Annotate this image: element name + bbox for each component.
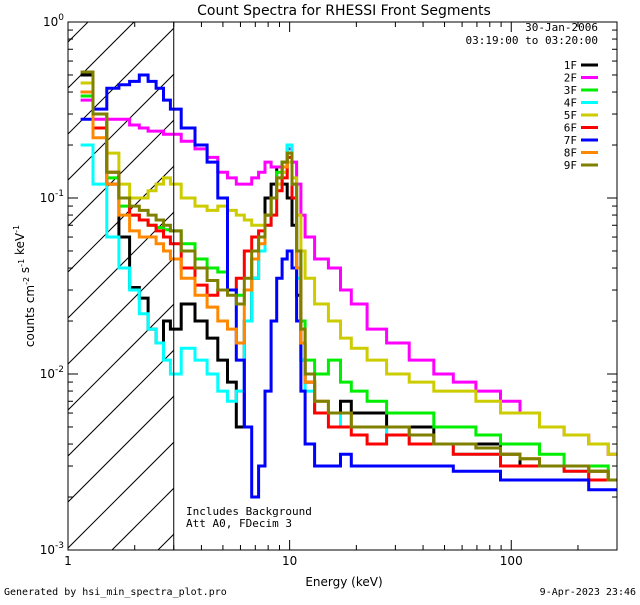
x-tick-label: 100 [500, 554, 523, 568]
date-label: 30-Jan-2006 [525, 21, 598, 34]
annotation-attenuator: Att A0, FDecim 3 [186, 517, 292, 530]
y-axis-label: counts cm-2 s-1 keV-1 [12, 225, 37, 347]
series-line-9F [80, 70, 617, 482]
legend-label-7F: 7F [564, 134, 577, 147]
hatch-line [68, 441, 174, 549]
series-line-7F [80, 73, 617, 499]
hatch-line [68, 211, 174, 319]
series-group [80, 70, 617, 499]
legend-label-9F: 9F [564, 159, 577, 172]
footer-generated-by: Generated by hsi_min_spectra_plot.pro [4, 587, 227, 598]
legend-label-8F: 8F [564, 147, 577, 160]
y-tick-label: 10-2 [40, 365, 64, 381]
hatch-line [68, 27, 174, 135]
legend-label-4F: 4F [564, 97, 577, 110]
footer-timestamp: 9-Apr-2023 23:46 [540, 587, 636, 598]
legend-label-3F: 3F [564, 84, 577, 97]
plot-frame [67, 21, 618, 551]
time-range-label: 03:19:00 to 03:20:00 [466, 34, 598, 47]
hatch-line [68, 22, 135, 89]
chart-title: Count Spectra for RHESSI Front Segments [197, 3, 491, 19]
hatch-line [68, 349, 174, 457]
x-tick-label: 1 [64, 554, 72, 568]
y-tick-label: 10-1 [40, 189, 64, 205]
legend-label-1F: 1F [564, 59, 577, 72]
background-hatch-region [68, 22, 174, 550]
annotation-background: Includes Background [186, 505, 312, 518]
series-line-6F [80, 90, 617, 482]
hatch-line [68, 395, 174, 503]
axes-group: 1 10 100 10-3 10-2 10-1 100 [40, 13, 618, 568]
series-line-2F [80, 98, 617, 456]
hatch-line [68, 165, 174, 273]
legend-label-5F: 5F [564, 109, 577, 122]
legend-label-6F: 6F [564, 122, 577, 135]
x-axis-label: Energy (keV) [305, 575, 382, 589]
x-tick-label: 10 [282, 554, 297, 568]
legend-label-2F: 2F [564, 72, 577, 85]
y-tick-label: 10-3 [40, 541, 64, 557]
y-tick-label: 100 [43, 13, 64, 29]
